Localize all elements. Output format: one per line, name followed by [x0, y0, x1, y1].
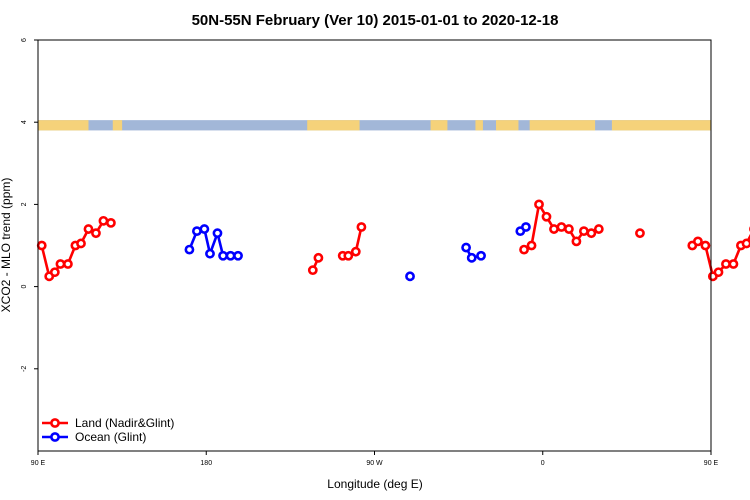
data-point: [184, 244, 195, 255]
data-point: [461, 242, 472, 253]
data-point: [192, 226, 202, 237]
data-point: [36, 240, 47, 251]
legend-label: Land (Nadir&Glint): [75, 416, 174, 430]
band-land: [430, 120, 448, 131]
data-point: [586, 228, 597, 239]
series-land: [36, 199, 750, 282]
data-point: [534, 199, 544, 210]
band-land: [112, 120, 123, 131]
data-point: [76, 238, 86, 249]
data-point: [91, 228, 101, 239]
data-point: [466, 252, 477, 263]
data-point: [541, 211, 552, 222]
band-land: [529, 120, 596, 131]
axes: 90 E 180 90 W 0 90 E -2 0 2 4 6: [21, 38, 719, 467]
data-point: [233, 250, 243, 261]
data-point: [476, 250, 486, 261]
data-point: [549, 224, 559, 234]
data-point: [307, 265, 318, 276]
data-point: [721, 259, 731, 269]
legend-marker: [50, 432, 60, 442]
data-point: [106, 217, 116, 228]
legend-marker: [50, 418, 60, 428]
x-tick-label: 90 E: [31, 460, 46, 467]
data-point: [700, 240, 711, 251]
legend: Land (Nadir&Glint)Ocean (Glint): [42, 416, 174, 444]
band-land: [496, 120, 519, 131]
data-point: [98, 215, 109, 226]
land-ocean-band: [38, 120, 711, 131]
band-land: [38, 120, 89, 131]
data-point: [693, 236, 703, 247]
x-tick-label: 0: [541, 460, 545, 467]
y-tick-label: 4: [21, 120, 28, 124]
data-point: [526, 240, 537, 251]
data-point: [593, 224, 604, 234]
data-point: [83, 224, 94, 234]
data-point: [713, 267, 724, 278]
band-ocean: [38, 120, 711, 131]
y-axis-label: XCO2 - MLO trend (ppm): [0, 178, 13, 313]
data-point: [571, 236, 582, 247]
data-point: [521, 222, 531, 232]
data-point: [225, 250, 236, 261]
data-point: [635, 228, 645, 239]
y-tick-label: 6: [21, 38, 28, 42]
data-point: [578, 226, 589, 237]
data-point: [350, 246, 361, 257]
data-point: [405, 271, 415, 282]
x-tick-label: 90 E: [704, 460, 719, 467]
legend-label: Ocean (Glint): [75, 430, 146, 444]
data-point: [356, 222, 367, 232]
x-tick-label: 180: [200, 460, 212, 467]
x-tick-label: 90 W: [366, 460, 383, 467]
data-point: [199, 224, 210, 234]
data-point: [519, 244, 529, 255]
chart-title: 50N-55N February (Ver 10) 2015-01-01 to …: [192, 12, 559, 29]
data-point: [212, 228, 223, 239]
plot-frame: [37, 39, 712, 452]
data-point: [313, 252, 324, 263]
data-point: [741, 238, 750, 249]
x-axis-label: Longitude (deg E): [327, 477, 422, 491]
band-land: [475, 120, 483, 131]
series-layer: [36, 199, 750, 282]
y-tick-label: 0: [21, 285, 28, 289]
data-point: [205, 248, 215, 259]
y-tick-label: 2: [21, 202, 28, 206]
data-point: [218, 250, 228, 261]
data-point: [49, 267, 60, 278]
band-land: [611, 120, 711, 131]
y-tick-label: -2: [21, 366, 28, 372]
band-land: [307, 120, 360, 131]
data-point: [728, 259, 739, 269]
data-point: [564, 224, 574, 234]
data-point: [63, 259, 73, 269]
data-point: [556, 222, 567, 232]
data-point: [343, 250, 354, 261]
data-point: [55, 259, 66, 269]
series-ocean: [184, 222, 531, 282]
